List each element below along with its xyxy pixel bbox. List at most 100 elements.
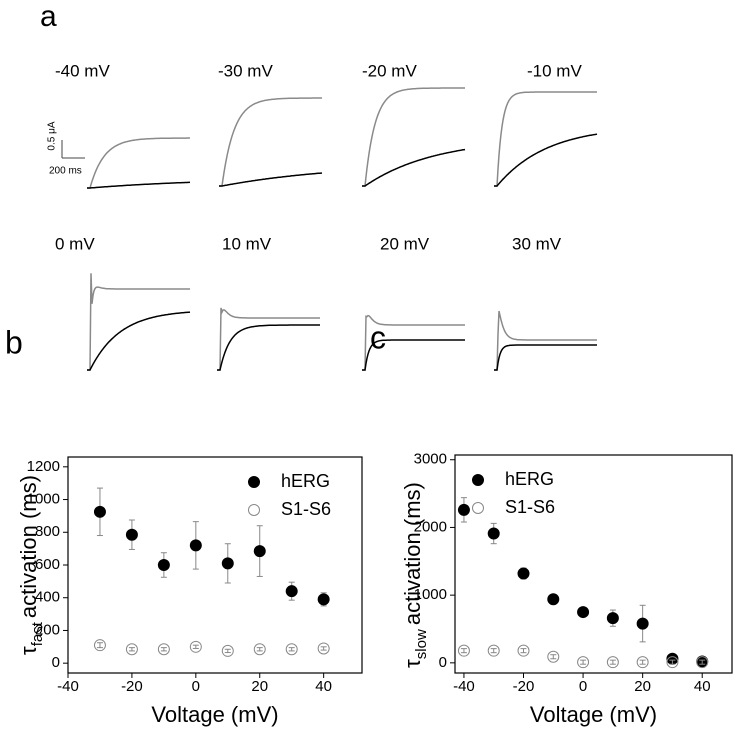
y-tick-label: 0	[52, 654, 60, 671]
error-bar	[288, 647, 295, 652]
error-bar	[96, 642, 103, 649]
trace-black	[219, 172, 323, 187]
x-tick-label: 40	[694, 678, 711, 695]
data-point	[125, 528, 138, 541]
data-point	[487, 644, 500, 657]
trace-label: 0 mV	[55, 234, 95, 253]
x-tick-label: -20	[513, 678, 535, 695]
y-tick-label: 1000	[27, 491, 60, 508]
error-bar	[520, 648, 527, 654]
scale-time: 200 ms	[49, 166, 82, 177]
data-point	[221, 644, 234, 657]
data-point	[517, 644, 530, 657]
data-point	[93, 639, 106, 652]
data-point	[577, 656, 590, 669]
panel-label: a	[40, 0, 57, 33]
data-point	[125, 643, 138, 656]
data-point	[285, 643, 298, 656]
legend-marker	[248, 504, 260, 516]
y-tick-label: 1000	[414, 586, 447, 603]
x-tick-label: 40	[315, 678, 332, 695]
y-axis-label: τslow activation (ms)	[400, 482, 430, 668]
data-point	[93, 505, 106, 518]
trace-gray	[217, 307, 320, 371]
y-axis-subscript: fast	[29, 621, 46, 646]
y-axis-text: activation (ms)	[400, 482, 425, 625]
error-bar	[224, 648, 231, 654]
error-bar	[639, 659, 646, 665]
trace-label: 30 mV	[512, 234, 562, 253]
data-point	[487, 527, 500, 540]
data-point	[547, 650, 560, 663]
data-point	[696, 656, 709, 669]
data-point	[547, 593, 560, 606]
y-tick-label: 2000	[414, 518, 447, 535]
trace-gray	[494, 91, 597, 187]
data-point	[606, 612, 619, 625]
legend-marker	[248, 476, 260, 488]
trace-black	[362, 148, 466, 187]
y-tick-label: 600	[35, 556, 60, 573]
trace-gray	[362, 314, 465, 371]
trace-label: -30 mV	[218, 61, 273, 80]
legend-label: hERG	[505, 469, 554, 489]
legend-label: hERG	[281, 471, 330, 491]
y-tick-label: 0	[439, 654, 447, 671]
data-point	[666, 656, 679, 669]
trace-black	[87, 311, 191, 371]
error-bar	[320, 646, 327, 651]
data-point	[157, 643, 170, 656]
legend-label: S1-S6	[281, 499, 331, 519]
error-bar	[669, 659, 676, 665]
error-bar	[609, 659, 616, 665]
error-bar	[460, 648, 467, 654]
data-point	[636, 617, 649, 630]
x-tick-label: 20	[251, 678, 268, 695]
x-tick-label: -20	[121, 678, 143, 695]
x-tick-label: 0	[192, 678, 200, 695]
trace-label: -10 mV	[527, 61, 582, 80]
error-bar	[550, 654, 557, 660]
plot-frame	[454, 454, 733, 674]
x-tick-label: 0	[579, 678, 587, 695]
trace-label: 10 mV	[222, 234, 272, 253]
y-axis-label: τfast activation (ms)	[16, 475, 46, 655]
x-tick-label: 20	[634, 678, 651, 695]
y-axis-symbol: τ	[400, 659, 425, 668]
data-point	[577, 606, 590, 619]
y-axis-text: activation (ms)	[16, 475, 41, 618]
trace-black	[87, 181, 191, 189]
data-point	[189, 539, 202, 552]
trace-black	[217, 324, 320, 371]
data-point	[457, 503, 470, 516]
panel-label: c	[370, 319, 386, 355]
trace-gray	[219, 97, 322, 187]
data-point	[253, 545, 266, 558]
trace-label: -20 mV	[362, 61, 417, 80]
error-bar	[580, 659, 587, 665]
data-point	[517, 567, 530, 580]
y-axis-subscript: slow	[413, 629, 430, 659]
trace-gray	[87, 137, 190, 189]
y-tick-label: 1200	[27, 458, 60, 475]
trace-gray	[87, 273, 190, 371]
data-point	[221, 557, 234, 570]
data-point	[457, 644, 470, 657]
error-bar	[128, 647, 135, 652]
data-point	[606, 656, 619, 669]
trace-label: -40 mV	[55, 61, 110, 80]
data-point	[189, 640, 202, 653]
error-bar	[256, 647, 263, 652]
error-bar	[490, 648, 497, 654]
data-point	[317, 593, 330, 606]
y-axis-symbol: τ	[16, 646, 41, 655]
data-point	[285, 585, 298, 598]
trace-black	[494, 344, 597, 371]
legend-marker	[472, 474, 484, 486]
x-axis-label: Voltage (mV)	[530, 702, 657, 727]
data-point	[253, 643, 266, 656]
error-bar	[192, 644, 199, 649]
legend-marker	[472, 502, 484, 514]
data-point	[636, 656, 649, 669]
